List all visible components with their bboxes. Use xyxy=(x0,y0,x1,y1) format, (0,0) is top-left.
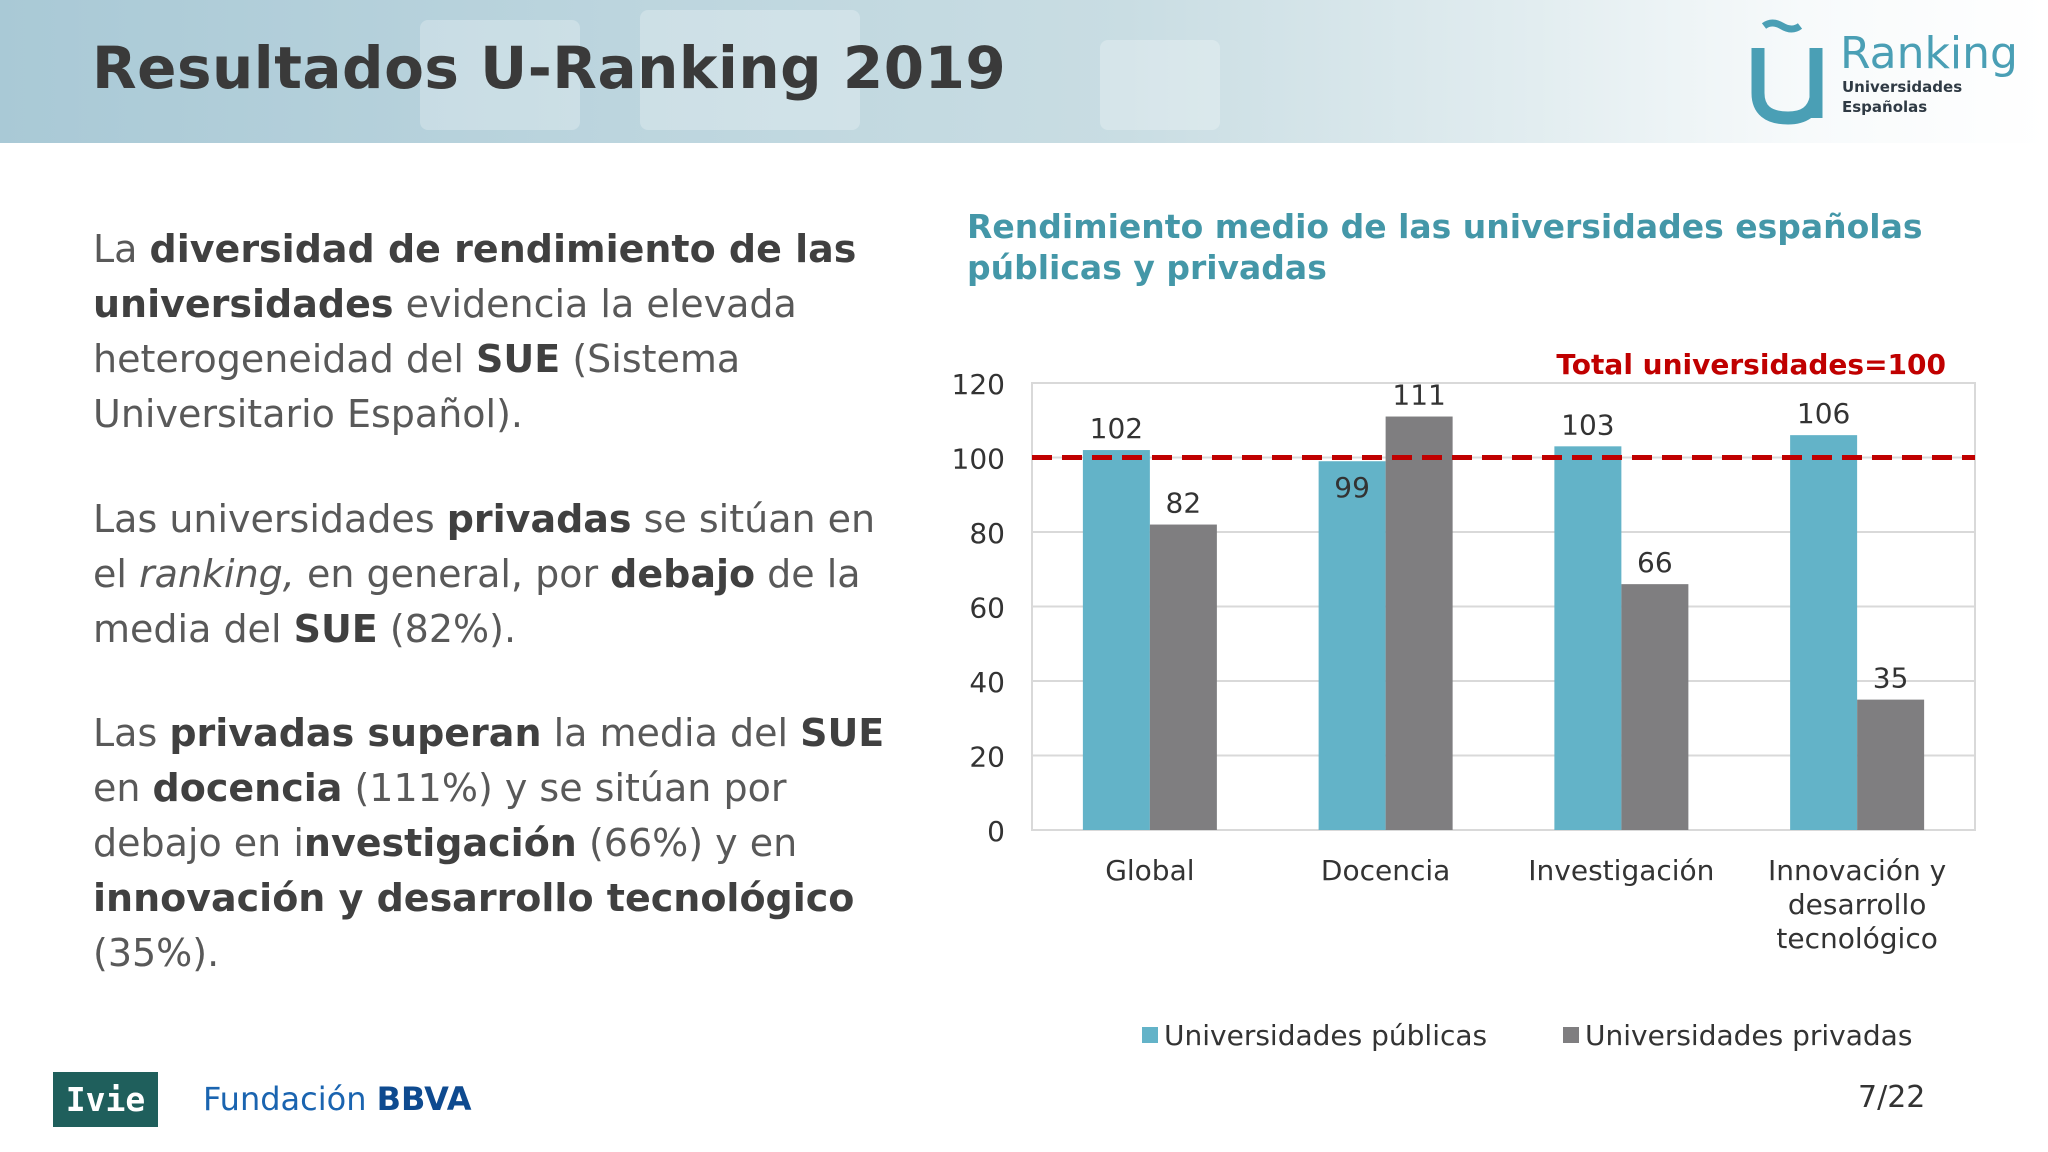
paragraph-segment: SUE xyxy=(800,711,885,755)
data-label: 99 xyxy=(1334,471,1370,504)
bar-privadas xyxy=(1857,699,1925,830)
page-title: Resultados U-Ranking 2019 xyxy=(92,34,1007,102)
fundacion-label: Fundación xyxy=(203,1080,367,1118)
data-label: 106 xyxy=(1797,397,1850,430)
bbva-label: BBVA xyxy=(376,1080,472,1118)
logo-wordmark: Ranking xyxy=(1840,28,2018,79)
x-tick-label: Docencia xyxy=(1321,854,1450,887)
paragraph-segment: privadas superan xyxy=(169,711,542,755)
paragraph-segment: se sitúan en el xyxy=(93,497,876,596)
x-tick-label: tecnológico xyxy=(1776,922,1937,955)
bar-privadas xyxy=(1621,584,1689,830)
y-tick-label: 80 xyxy=(969,517,1005,550)
bar-privadas xyxy=(1149,524,1217,830)
y-tick-label: 60 xyxy=(969,592,1005,625)
header-decoration xyxy=(420,20,580,130)
paragraph-diversity: La diversidad de rendimiento de las univ… xyxy=(93,222,893,442)
data-label: 111 xyxy=(1392,379,1445,412)
x-tick-label: desarrollo xyxy=(1788,888,1926,921)
paragraph-segment: la media del xyxy=(541,711,801,755)
paragraph-segment: evidencia la elevada heterogeneidad del xyxy=(93,282,797,381)
u-logo-icon xyxy=(1751,19,1823,125)
header-decoration xyxy=(640,10,860,130)
ivie-logo: Ivie xyxy=(53,1072,158,1127)
paragraph-segment: SUE xyxy=(476,337,561,381)
paragraph-segment: diversidad de rendimiento de las univers… xyxy=(93,227,857,326)
header-decoration xyxy=(1100,40,1220,130)
x-tick-label: Innovación y xyxy=(1768,854,1946,887)
data-label: 35 xyxy=(1873,662,1909,695)
paragraph-segment: privadas xyxy=(446,497,632,541)
data-label: 82 xyxy=(1166,487,1202,520)
data-label: 103 xyxy=(1561,408,1614,441)
paragraph-segment: nvestigación xyxy=(303,821,577,865)
x-tick-label: Global xyxy=(1105,854,1194,887)
reference-line-label: Total universidades=100 xyxy=(1556,348,1946,381)
data-label: 102 xyxy=(1090,412,1143,445)
logo-subtitle: Españolas xyxy=(1842,98,1928,116)
paragraph-segment: (66%) y en xyxy=(576,821,798,865)
paragraph-segment: (Sistema Universitario Español). xyxy=(93,337,741,436)
fundacion-bbva-logo: Fundación BBVA xyxy=(203,1080,472,1118)
paragraph-segment: en xyxy=(93,766,153,810)
bar-publicas xyxy=(1790,435,1858,830)
chart-title: Rendimiento medio de las universidades e… xyxy=(967,207,1923,287)
data-label: 66 xyxy=(1637,546,1673,579)
paragraph-segment: SUE xyxy=(293,607,378,651)
header-banner: Resultados U-Ranking 2019 Ranking Univer… xyxy=(0,0,2048,143)
page-number: 7/22 xyxy=(1858,1080,1926,1115)
legend-label: Universidades privadas xyxy=(1585,1019,1912,1052)
paragraph-segment: debajo xyxy=(610,552,756,596)
bar-publicas xyxy=(1082,450,1150,830)
y-tick-label: 120 xyxy=(952,368,1005,401)
bar-publicas xyxy=(1554,446,1622,830)
bar-privadas xyxy=(1385,416,1453,830)
y-tick-label: 20 xyxy=(969,741,1005,774)
paragraph-segment: Las xyxy=(93,711,170,755)
y-tick-label: 0 xyxy=(987,815,1005,848)
paragraph-segment: (82%). xyxy=(377,607,517,651)
u-ranking-logo: Ranking Universidades Españolas xyxy=(1750,18,2018,128)
paragraph-segment: (35%). xyxy=(93,931,220,975)
paragraph-segment: en general, por xyxy=(294,552,611,596)
paragraph-segment: La xyxy=(93,227,150,271)
paragraph-segment: docencia xyxy=(152,766,343,810)
legend-swatch xyxy=(1563,1027,1579,1043)
x-tick-label: Investigación xyxy=(1528,854,1714,887)
legend-swatch xyxy=(1142,1027,1158,1043)
paragraph-segment: de la media del xyxy=(93,552,861,651)
bar-publicas xyxy=(1318,461,1386,830)
logo-subtitle: Universidades xyxy=(1842,78,1963,96)
paragraph-private-ranking: Las universidades privadas se sitúan en … xyxy=(93,492,893,657)
paragraph-segment: Las universidades xyxy=(93,497,447,541)
paragraph-segment: (111%) y se sitúan por debajo en i xyxy=(93,766,787,865)
y-tick-label: 40 xyxy=(969,666,1005,699)
paragraph-segment: innovación y desarrollo tecnológico xyxy=(93,876,855,920)
y-tick-label: 100 xyxy=(952,443,1005,476)
paragraph-private-strengths: Las privadas superan la media del SUE en… xyxy=(93,706,893,981)
paragraph-segment: ranking, xyxy=(139,552,295,596)
legend-label: Universidades públicas xyxy=(1164,1019,1487,1052)
